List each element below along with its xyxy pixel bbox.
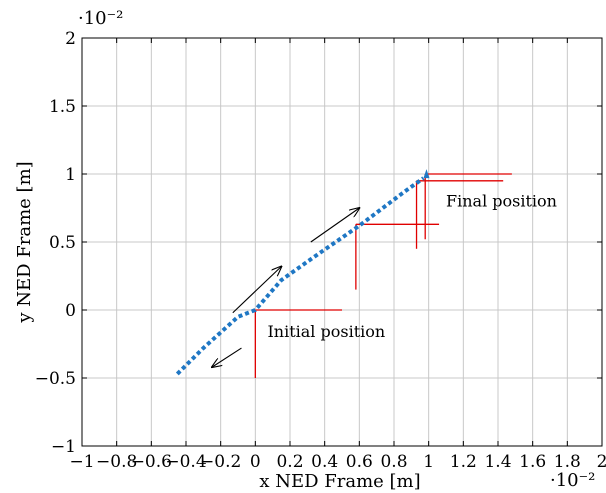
x-tick-label: 1.6	[519, 452, 546, 472]
grid-layer	[81, 37, 603, 447]
direction-arrow	[232, 266, 282, 314]
x-axis-label: x NED Frame [m]	[259, 471, 420, 492]
x-tick-label: 1.2	[450, 452, 477, 472]
y-exponent-label: ·10⁻²	[78, 8, 123, 29]
vehicle-marker	[423, 169, 430, 179]
annotation-initial-position: Initial position	[267, 322, 385, 341]
y-tick-label: 1.5	[49, 97, 76, 117]
series-line	[175, 176, 425, 376]
x-tick-label: −1	[69, 452, 94, 472]
x-tick-label: 2	[597, 452, 606, 472]
x-tick-label: 1.8	[554, 452, 581, 472]
direction-arrow	[310, 208, 360, 243]
x-tick-label: 0.2	[276, 452, 303, 472]
direction-arrow	[212, 347, 242, 367]
x-tick-label: −0.2	[200, 452, 241, 472]
y-tick-label: 1	[65, 165, 76, 185]
frame-axes-layer	[254, 173, 512, 378]
tick-label-layer: −1 −0.8−0.6−0.4−0.2 0 0.2 0.4 0.6 0.8 1 1.2 1.4 1.…	[35, 29, 606, 472]
frame-axis-marker	[424, 173, 512, 240]
x-tick-label: −0.8	[96, 452, 137, 472]
x-tick-label: 1.4	[484, 452, 511, 472]
x-tick-label: 1	[423, 452, 434, 472]
series-layer	[175, 169, 430, 376]
y-tick-label: −1	[51, 437, 76, 457]
x-tick-label: 0.4	[311, 452, 338, 472]
annotation-final-position: Final position	[446, 192, 557, 211]
x-tick-label: 0.8	[380, 452, 407, 472]
y-tick-label: 0.5	[49, 233, 76, 253]
frame-axis-marker	[254, 309, 342, 378]
y-tick-label: 2	[65, 29, 76, 49]
y-tick-label: −0.5	[35, 369, 76, 389]
y-tick-label: 0	[65, 301, 76, 321]
x-tick-label: −0.6	[131, 452, 172, 472]
arrow-layer	[212, 208, 359, 367]
frame-axis-marker	[355, 223, 440, 290]
frame-axis-marker	[415, 180, 504, 249]
x-exponent-label: ·10⁻²	[550, 470, 595, 491]
x-tick-label: 0.6	[346, 452, 373, 472]
x-tick-label: 0	[250, 452, 261, 472]
x-tick-label: −0.4	[165, 452, 206, 472]
y-axis-label: y NED Frame [m]	[14, 161, 35, 323]
